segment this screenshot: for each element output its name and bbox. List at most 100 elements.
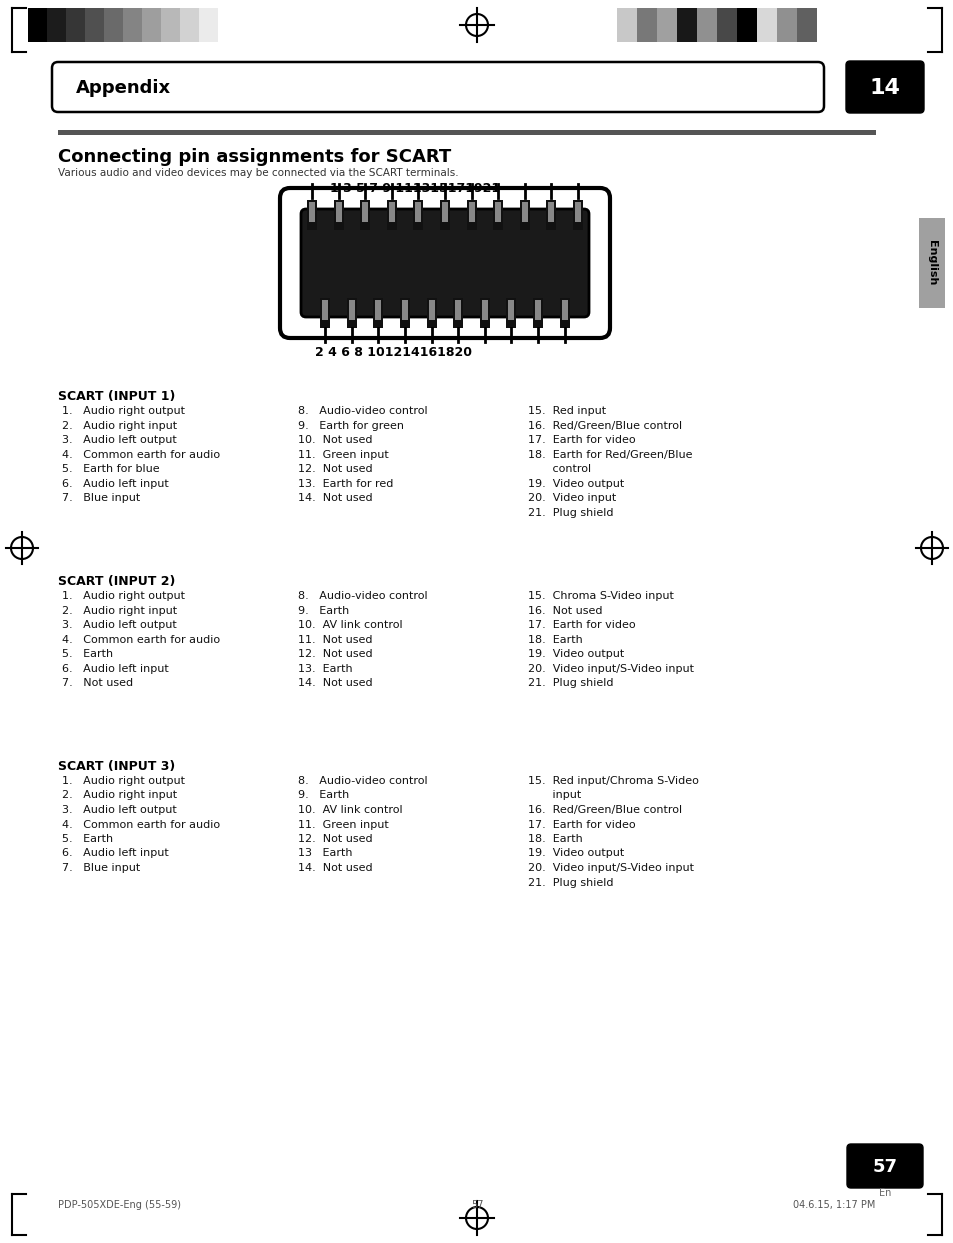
Text: 9.   Earth: 9. Earth <box>297 605 349 615</box>
Bar <box>335 203 341 222</box>
Text: input: input <box>527 791 580 800</box>
Text: PDP-505XDE-Eng (55-59): PDP-505XDE-Eng (55-59) <box>58 1199 181 1209</box>
Text: 18.  Earth: 18. Earth <box>527 834 582 844</box>
Text: 12.  Not used: 12. Not used <box>297 834 373 844</box>
Bar <box>535 300 540 319</box>
Bar <box>697 7 717 42</box>
Text: En: En <box>878 1188 890 1198</box>
Bar <box>85 7 104 42</box>
Text: 1.   Audio right output: 1. Audio right output <box>62 590 185 602</box>
Text: 17.  Earth for video: 17. Earth for video <box>527 620 635 630</box>
Text: 10.  Not used: 10. Not used <box>297 435 372 445</box>
Bar <box>717 7 737 42</box>
Bar <box>481 300 487 319</box>
Text: SCART (INPUT 1): SCART (INPUT 1) <box>58 390 175 403</box>
Text: 2.   Audio right input: 2. Audio right input <box>62 791 177 800</box>
Bar <box>334 200 343 230</box>
Bar <box>466 200 476 230</box>
Text: 11.  Green input: 11. Green input <box>297 450 388 460</box>
Text: 14.  Not used: 14. Not used <box>297 863 373 873</box>
Text: 17.  Earth for video: 17. Earth for video <box>527 435 635 445</box>
Bar <box>322 300 328 319</box>
Bar <box>362 203 368 222</box>
Text: 8.   Audio-video control: 8. Audio-video control <box>297 590 427 602</box>
Bar <box>349 300 355 319</box>
Bar <box>142 7 161 42</box>
Text: 9.   Earth for green: 9. Earth for green <box>297 420 403 430</box>
Text: 5.   Earth for blue: 5. Earth for blue <box>62 464 159 474</box>
Text: 20.  Video input: 20. Video input <box>527 493 616 503</box>
Bar <box>918 218 944 308</box>
Bar <box>47 7 66 42</box>
Bar <box>519 200 529 230</box>
Bar <box>757 7 776 42</box>
Text: Various audio and video devices may be connected via the SCART terminals.: Various audio and video devices may be c… <box>58 168 458 178</box>
Bar <box>161 7 180 42</box>
Bar <box>309 203 314 222</box>
FancyBboxPatch shape <box>280 188 609 338</box>
Text: 12.  Not used: 12. Not used <box>297 464 373 474</box>
Bar <box>637 7 657 42</box>
Text: 2.   Audio right input: 2. Audio right input <box>62 420 177 430</box>
Bar <box>360 200 370 230</box>
Text: 6.   Audio left input: 6. Audio left input <box>62 664 169 674</box>
Bar <box>737 7 757 42</box>
Text: 21.  Plug shield: 21. Plug shield <box>527 878 613 888</box>
Text: 11.  Green input: 11. Green input <box>297 819 388 829</box>
Text: 19.  Video output: 19. Video output <box>527 849 623 859</box>
Text: 21.  Plug shield: 21. Plug shield <box>527 507 613 517</box>
Bar <box>657 7 677 42</box>
Bar <box>479 298 490 328</box>
Bar <box>575 203 580 222</box>
Text: 7.   Not used: 7. Not used <box>62 677 133 687</box>
Bar <box>506 298 516 328</box>
Bar <box>455 300 461 319</box>
Text: 19.  Video output: 19. Video output <box>527 479 623 488</box>
Text: 10.  AV link control: 10. AV link control <box>297 805 402 815</box>
Text: 14.  Not used: 14. Not used <box>297 493 373 503</box>
Text: 11.  Not used: 11. Not used <box>297 634 372 645</box>
Bar <box>123 7 142 42</box>
Text: 5.   Earth: 5. Earth <box>62 649 113 659</box>
Bar <box>428 300 435 319</box>
Bar <box>415 203 421 222</box>
Text: 9.   Earth: 9. Earth <box>297 791 349 800</box>
Text: 7.   Blue input: 7. Blue input <box>62 493 140 503</box>
Text: Appendix: Appendix <box>76 80 171 97</box>
FancyBboxPatch shape <box>845 61 923 113</box>
Bar <box>468 203 474 222</box>
Bar <box>495 203 500 222</box>
Text: SCART (INPUT 2): SCART (INPUT 2) <box>58 576 175 588</box>
Text: 21.  Plug shield: 21. Plug shield <box>527 677 613 687</box>
Text: 7.   Blue input: 7. Blue input <box>62 863 140 873</box>
Bar <box>389 203 395 222</box>
Bar <box>426 298 436 328</box>
Bar <box>375 300 381 319</box>
Text: 12.  Not used: 12. Not used <box>297 649 373 659</box>
Bar <box>508 300 514 319</box>
Text: 57: 57 <box>872 1158 897 1176</box>
Text: 13   Earth: 13 Earth <box>297 849 352 859</box>
Text: 57: 57 <box>470 1199 483 1209</box>
Bar <box>28 7 47 42</box>
Text: 15.  Red input/Chroma S-Video: 15. Red input/Chroma S-Video <box>527 776 699 786</box>
Text: 6.   Audio left input: 6. Audio left input <box>62 849 169 859</box>
Text: 2 4 6 8 101214161820: 2 4 6 8 101214161820 <box>314 346 472 359</box>
Bar <box>347 298 356 328</box>
Bar <box>521 203 527 222</box>
Bar <box>561 300 567 319</box>
Bar <box>218 7 236 42</box>
Bar <box>533 298 542 328</box>
Text: 16.  Red/Green/Blue control: 16. Red/Green/Blue control <box>527 420 681 430</box>
Bar <box>180 7 199 42</box>
Text: 18.  Earth: 18. Earth <box>527 634 582 645</box>
Text: 6.   Audio left input: 6. Audio left input <box>62 479 169 488</box>
Text: English: English <box>926 240 936 286</box>
Bar <box>66 7 85 42</box>
Text: 13.  Earth: 13. Earth <box>297 664 353 674</box>
Bar <box>677 7 697 42</box>
Text: Connecting pin assignments for SCART: Connecting pin assignments for SCART <box>58 148 451 167</box>
Text: 1 3 5 7 9 111315171921: 1 3 5 7 9 111315171921 <box>330 181 499 195</box>
Bar <box>413 200 423 230</box>
Text: 15.  Red input: 15. Red input <box>527 406 605 416</box>
